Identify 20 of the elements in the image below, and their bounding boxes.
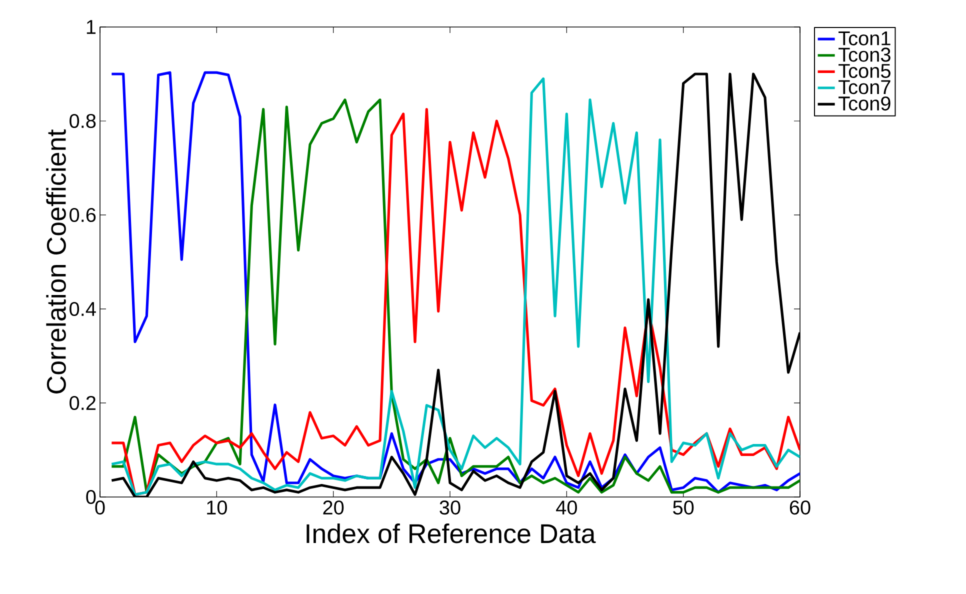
y-tick-label: 0.6: [70, 208, 96, 222]
legend-label: Tcon3: [838, 48, 890, 62]
y-tick-label: 0.2: [70, 396, 96, 410]
x-axis-title: Index of Reference Data: [306, 523, 596, 544]
x-tick-label: 60: [790, 500, 810, 515]
x-tick-label: 20: [323, 500, 344, 515]
y-tick-label: 1: [86, 20, 96, 34]
legend-label: Tcon5: [838, 64, 890, 78]
x-tick-label: 0: [95, 500, 105, 515]
x-tick-label: 10: [207, 500, 227, 515]
legend-label: Tcon1: [838, 31, 890, 46]
y-tick-label: 0: [86, 490, 96, 504]
legend-label: Tcon9: [838, 96, 890, 111]
x-tick-label: 50: [673, 500, 694, 515]
y-tick-label: 0.8: [70, 114, 96, 128]
x-tick-label: 40: [556, 500, 577, 515]
legend-label: Tcon7: [838, 80, 890, 94]
y-axis-title: Correlation Coefficient: [46, 129, 66, 394]
y-tick-label: 0.4: [70, 302, 96, 316]
x-tick-label: 30: [440, 500, 460, 515]
